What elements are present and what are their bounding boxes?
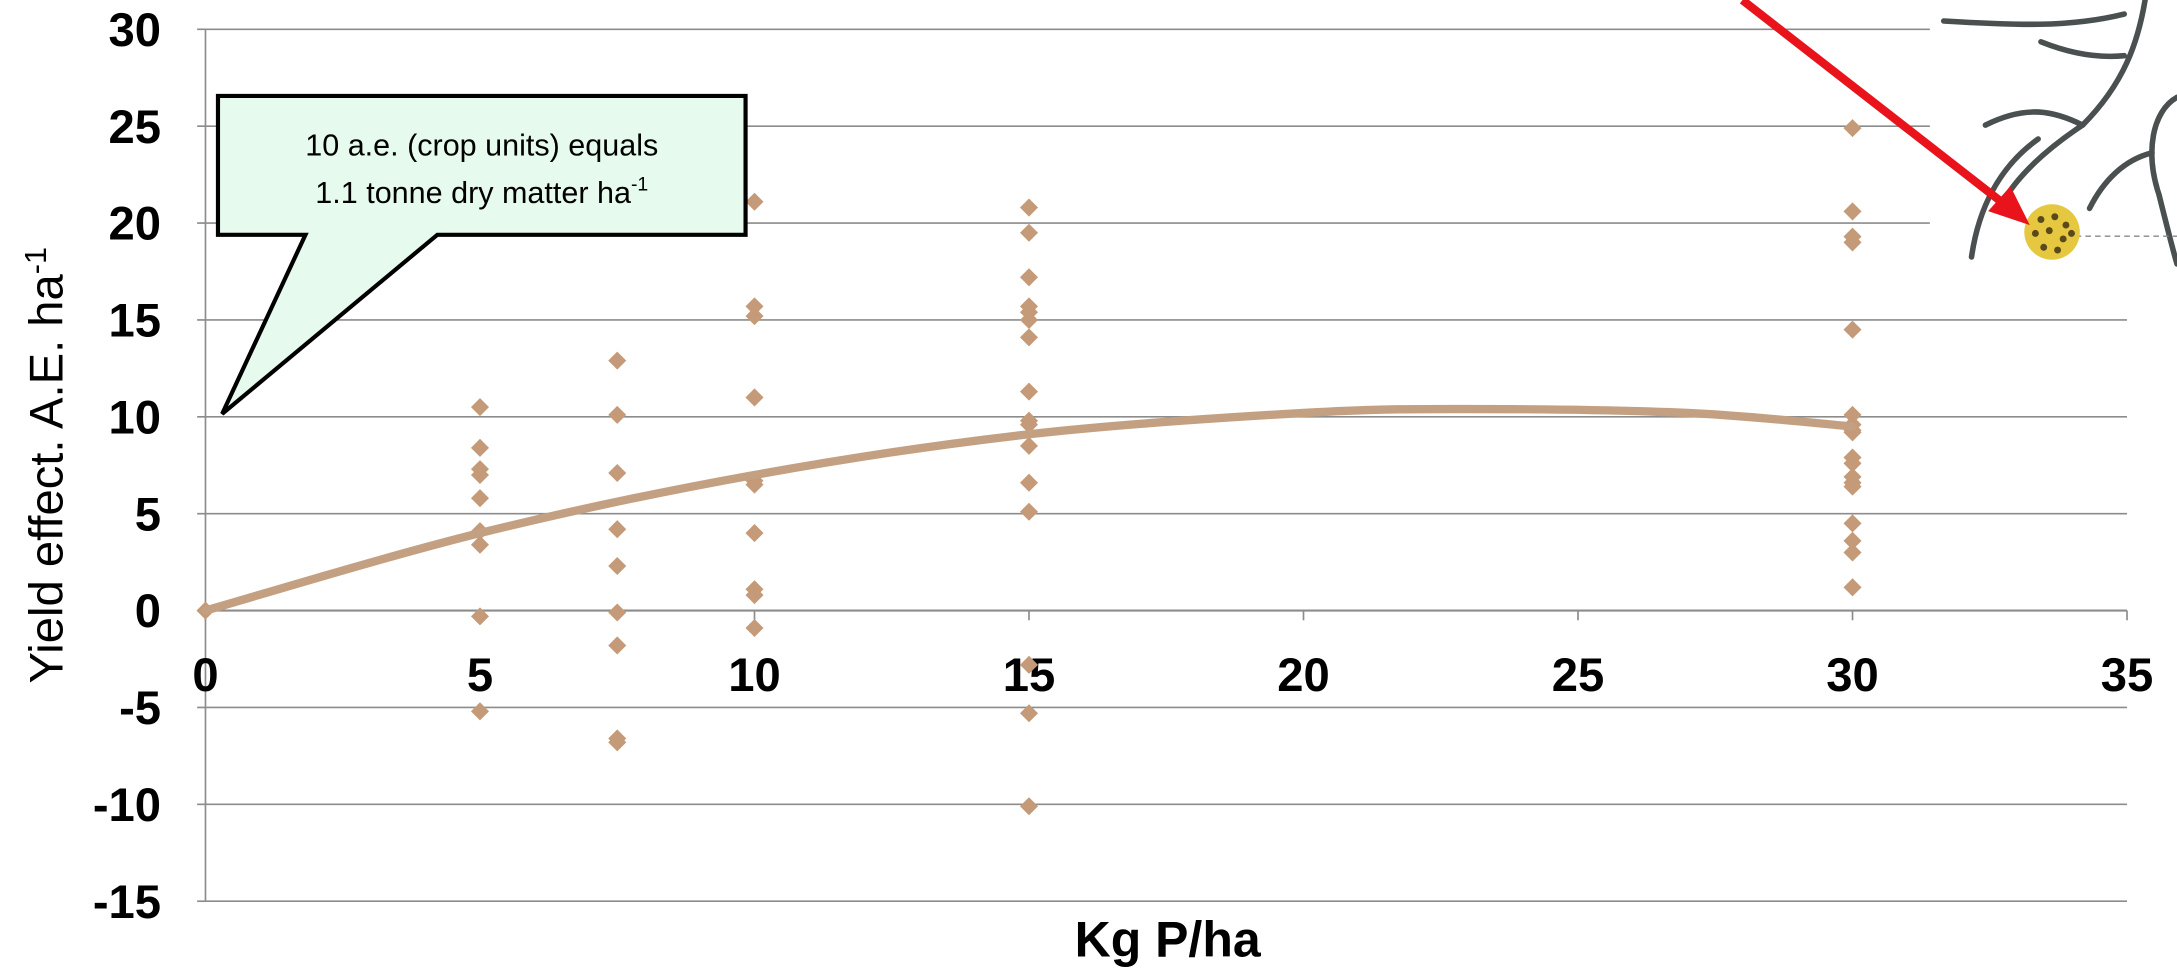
trend-line xyxy=(201,404,1857,615)
y-tick-label: 0 xyxy=(135,585,161,638)
annotation-line: 1.1 tonne dry matter ha-1 xyxy=(315,173,648,209)
data-point xyxy=(745,586,764,605)
data-point xyxy=(1019,268,1039,287)
data-point xyxy=(470,438,490,457)
data-point xyxy=(745,192,764,211)
data-point xyxy=(1019,436,1039,455)
y-tick-label: 5 xyxy=(135,488,161,541)
data-point xyxy=(745,618,764,638)
data-point xyxy=(608,556,627,576)
data-point xyxy=(608,351,627,370)
x-tick-label: 5 xyxy=(467,649,493,702)
x-tick-label: 30 xyxy=(1826,649,1878,702)
data-point xyxy=(608,603,627,622)
data-point xyxy=(1843,119,1862,138)
data-point xyxy=(1019,797,1039,816)
annotation-callout: 10 a.e. (crop units) equals 1.1 tonne dr… xyxy=(215,93,748,416)
data-point xyxy=(1843,320,1862,339)
data-point xyxy=(608,636,627,655)
y-axis-label-sup: -1 xyxy=(19,247,53,274)
x-axis-label: Kg P/ha xyxy=(1075,912,1262,968)
data-point xyxy=(608,520,627,539)
x-tick-label: 0 xyxy=(192,649,218,702)
x-tick-label: 20 xyxy=(1277,649,1330,702)
data-point xyxy=(1019,473,1039,492)
data-point xyxy=(1019,502,1039,521)
data-point xyxy=(1843,578,1862,597)
annotation-line: 10 a.e. (crop units) equals xyxy=(305,129,658,163)
data-point xyxy=(745,475,764,494)
data-point xyxy=(1843,233,1862,252)
data-point xyxy=(1843,454,1862,473)
y-tick-label: -5 xyxy=(119,682,161,735)
annotation-text: 1.1 tonne dry matter ha xyxy=(315,176,631,210)
y-axis-label-text: Yield effect. A.E. ha xyxy=(20,273,73,683)
data-point xyxy=(1843,514,1862,533)
y-tick-label: 10 xyxy=(109,391,162,444)
data-point xyxy=(1843,543,1862,562)
y-tick-label: 25 xyxy=(109,101,162,154)
data-point xyxy=(470,398,490,417)
data-point xyxy=(745,524,764,543)
data-point xyxy=(1019,198,1039,217)
data-point xyxy=(608,405,627,424)
root-illustration xyxy=(1739,0,2177,292)
data-point xyxy=(745,388,764,407)
x-tick-label: 35 xyxy=(2101,649,2154,702)
x-tick-label: 25 xyxy=(1552,649,1604,702)
annotation-sup: -1 xyxy=(631,173,648,195)
y-tick-label: -10 xyxy=(93,779,161,832)
data-point xyxy=(470,489,490,508)
data-point xyxy=(1019,382,1039,401)
data-point xyxy=(1019,704,1039,723)
data-point xyxy=(1843,202,1862,221)
data-point xyxy=(470,607,490,626)
y-tick-label: 30 xyxy=(109,4,162,57)
y-tick-label: -15 xyxy=(93,876,161,929)
data-point xyxy=(470,702,490,721)
data-point xyxy=(1019,223,1039,242)
x-tick-label: 10 xyxy=(728,649,781,702)
data-point xyxy=(1843,405,1862,424)
data-point xyxy=(1843,477,1862,496)
data-point xyxy=(1019,415,1039,434)
data-point xyxy=(470,535,490,554)
y-tick-label: 15 xyxy=(109,295,162,348)
data-point xyxy=(608,733,627,752)
data-point xyxy=(470,465,490,484)
y-tick-label: 20 xyxy=(109,198,162,251)
data-point xyxy=(1019,328,1039,347)
data-point xyxy=(608,463,627,483)
y-axis-label: Yield effect. A.E. ha-1 xyxy=(19,247,74,683)
data-point xyxy=(745,307,764,326)
